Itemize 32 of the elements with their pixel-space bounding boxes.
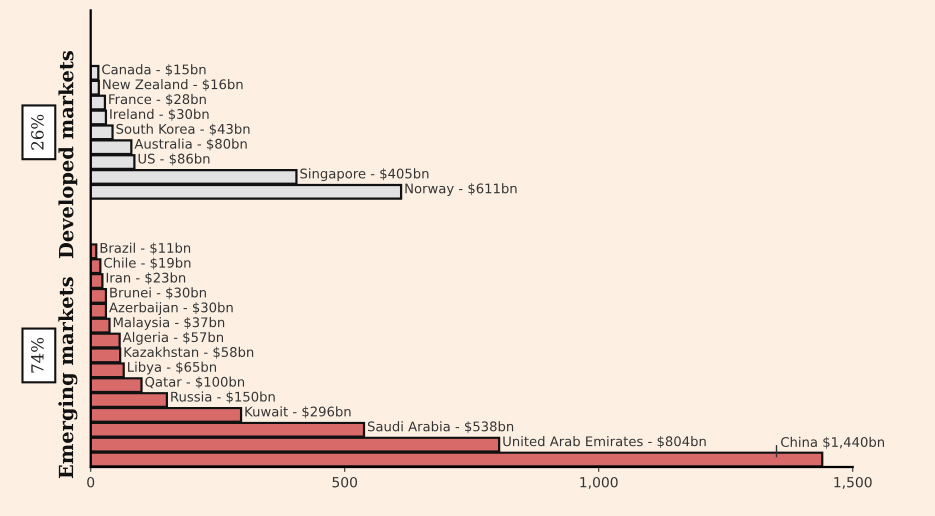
text: 26% — [31, 114, 44, 150]
x-tick-label: 1,500 — [834, 476, 872, 489]
x-tick-label: 500 — [332, 476, 358, 488]
y-tick-label: Qatar - $100bn — [145, 376, 244, 389]
x-tick-label: 0 — [87, 476, 94, 488]
text: Developed markets — [58, 51, 78, 258]
y-tick-label: Chile - $19bn — [104, 258, 190, 270]
y-tick-label: South Korea - $43bn — [116, 124, 250, 136]
x-tick-label: 1,000 — [580, 476, 618, 489]
y-tick-label: Malaysia - $37bn — [114, 317, 224, 330]
y-tick-label: Ireland - $30bn — [110, 108, 209, 121]
y-tick-label: United Arab Emirates - $804bn — [503, 436, 706, 448]
y-tick-label: Kazakhstan - $58bn — [124, 346, 254, 359]
y-tick-label: Saudi Arabia - $538bn — [368, 421, 514, 434]
y-tick-label: Algeria - $57bn — [122, 332, 224, 345]
y-tick-label: Iran - $23bn — [106, 272, 186, 284]
y-tick-label: Russia - $150bn — [171, 391, 275, 404]
y-tick-label: US - $86bn — [138, 153, 210, 166]
y-tick-label: Singapore - $405bn — [300, 168, 428, 182]
y-tick-label: Canada - $15bn — [102, 64, 206, 76]
y-tick-label: Brazil - $11bn — [100, 242, 190, 255]
text: 74% — [31, 338, 44, 373]
y-tick-label: New Zealand - $16bn — [103, 79, 243, 92]
y-tick-label: France - $28bn — [109, 94, 206, 106]
y-tick-label: Brunei - $30bn — [110, 287, 206, 300]
y-tick-label: Azerbaijan - $30bn — [109, 302, 233, 315]
y-tick-label: Australia - $80bn — [134, 138, 247, 151]
annotation: China $1,440bn — [781, 436, 884, 449]
y-tick-label: Norway - $611bn — [405, 183, 517, 196]
y-tick-label: Kuwait - $296bn — [245, 406, 351, 418]
y-tick-label: Libya - $65bn — [128, 362, 216, 374]
text: Emerging markets — [58, 277, 78, 478]
